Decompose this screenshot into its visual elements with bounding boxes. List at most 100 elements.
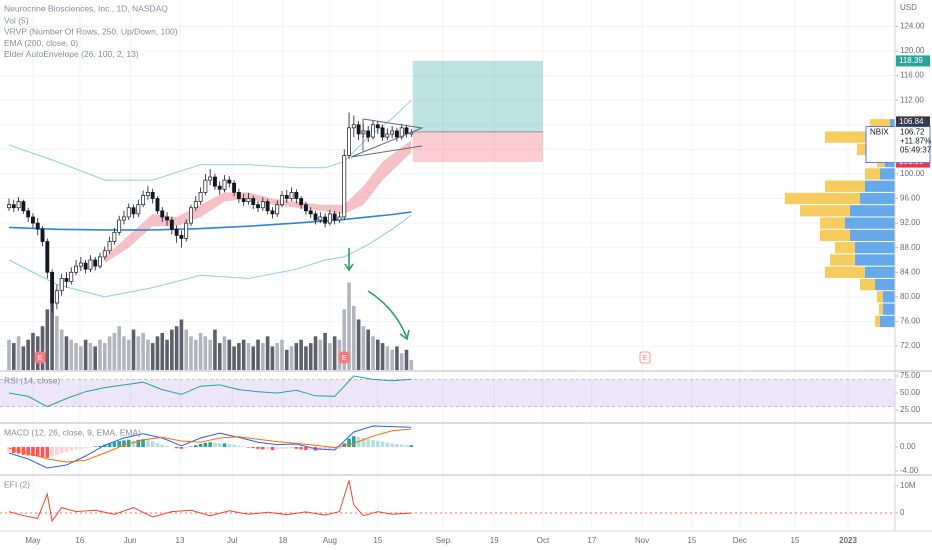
candle-body: [26, 210, 31, 218]
macd-histogram: [241, 446, 246, 447]
volume-bar: [323, 332, 327, 370]
macd-histogram: [122, 440, 126, 447]
candle-body: [337, 216, 342, 221]
volume-bar: [299, 339, 303, 370]
candle-body: [280, 195, 284, 206]
candle-body: [246, 198, 251, 202]
candle-body: [40, 228, 45, 242]
candle-body: [327, 213, 332, 224]
volume-bar: [356, 319, 361, 370]
volume-bar: [371, 336, 375, 370]
volume-bar: [170, 329, 174, 370]
candle-body: [404, 127, 409, 135]
candle-body: [30, 216, 35, 224]
volume-bar: [347, 282, 351, 370]
macd-histogram: [117, 441, 121, 447]
volume-bar: [11, 343, 16, 370]
volume-bar: [131, 329, 136, 370]
candle-body: [121, 216, 126, 221]
macd-histogram: [165, 445, 169, 447]
earnings-marker: [639, 351, 651, 364]
macd-histogram: [7, 447, 11, 452]
candle-body: [299, 198, 304, 206]
y-tick-label: 75.00: [900, 371, 921, 380]
candle-body: [107, 241, 112, 252]
macd-histogram: [193, 445, 198, 447]
candle-body: [93, 259, 98, 267]
macd-histogram: [198, 444, 203, 447]
candle-body: [112, 231, 117, 242]
candle-body: [347, 127, 351, 156]
macd-histogram: [40, 447, 45, 458]
profile-up: [825, 180, 865, 192]
macd-histogram: [375, 441, 380, 447]
y-tick-label: 25.00: [900, 405, 921, 414]
y-tick-label: -4.00: [900, 466, 919, 475]
volume-bar: [55, 316, 59, 370]
macd-histogram: [79, 447, 83, 449]
earnings-label: E: [643, 355, 648, 362]
macd-histogram: [251, 447, 256, 449]
indicator-legend: VRVP (Number Of Rows, 250, Up/Down, 100): [4, 27, 178, 37]
volume-bar: [31, 332, 35, 370]
macd-histogram: [304, 447, 308, 450]
macd-histogram: [332, 447, 337, 450]
volume-bar: [160, 332, 165, 370]
volume-bar: [409, 359, 414, 370]
x-tick-label: Sep: [436, 536, 451, 545]
profile-down: [860, 192, 895, 205]
macd-histogram: [11, 447, 16, 453]
x-tick-label: Jul: [227, 536, 237, 545]
macd-histogram: [275, 447, 279, 450]
volume-bar: [352, 306, 356, 370]
volume-bar: [16, 336, 21, 370]
x-tick-label: 13: [176, 536, 185, 545]
profile-down: [865, 180, 895, 192]
volume-bar: [213, 329, 217, 370]
volume-bar: [102, 343, 107, 370]
stop-zone: [412, 131, 543, 163]
volume-bar: [313, 336, 318, 370]
currency: USD: [900, 3, 917, 12]
macd-histogram: [150, 441, 155, 447]
profile-up: [800, 205, 850, 217]
earnings-marker: [338, 351, 350, 364]
macd-histogram: [83, 447, 88, 449]
macd-histogram: [98, 445, 102, 447]
countdown: 05:49:37: [900, 146, 932, 155]
pane-title: EFI (2): [4, 479, 30, 489]
x-tick-label: Oct: [537, 536, 550, 545]
macd-histogram: [31, 447, 35, 456]
macd-histogram: [155, 442, 160, 447]
candle-body: [217, 185, 222, 190]
profile-down: [850, 205, 895, 217]
x-tick-label: 16: [75, 536, 84, 545]
profile-down: [865, 266, 895, 278]
macd-histogram: [265, 447, 270, 450]
y-tick-label: 80.00: [900, 292, 921, 301]
macd-histogram: [270, 447, 275, 450]
x-tick-label: Dec: [733, 536, 747, 545]
macd-histogram: [256, 447, 260, 449]
candle-body: [375, 124, 380, 129]
y-tick-label: 116.00: [900, 71, 924, 80]
volume-bar: [308, 343, 313, 370]
candle-body: [131, 207, 136, 215]
candle-body: [275, 204, 280, 215]
profile-down: [855, 254, 895, 266]
candle-body: [227, 179, 232, 184]
profile-up: [875, 315, 880, 328]
annotations: [0, 0, 932, 532]
ema-200: [8, 211, 412, 231]
candle-body: [351, 124, 356, 129]
candle-body: [54, 290, 59, 304]
volume-bar: [40, 326, 45, 370]
macd-histogram: [409, 445, 414, 447]
volume-bar: [217, 343, 222, 370]
candle-body: [198, 192, 203, 202]
candle-body: [208, 176, 213, 181]
volume-bar: [265, 336, 270, 370]
macd-histogram: [45, 447, 50, 458]
